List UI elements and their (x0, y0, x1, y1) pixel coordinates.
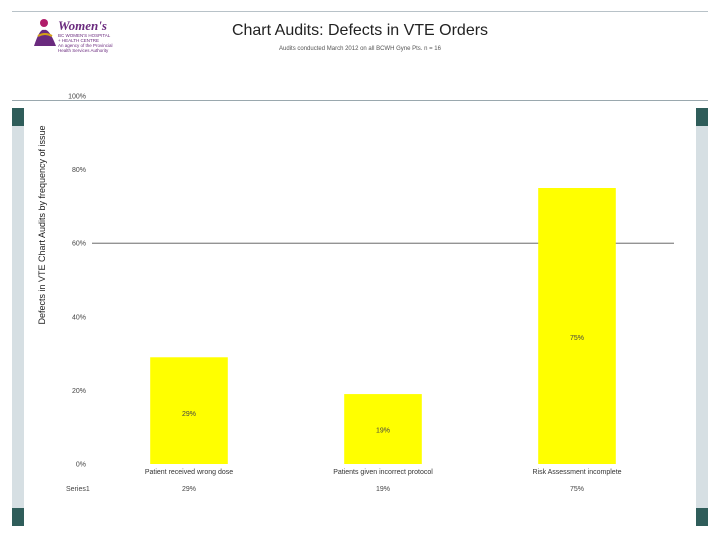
logo-subtitle-line: + HEALTH CENTRE (58, 38, 100, 43)
left-frame-strip (12, 108, 24, 526)
y-tick-label: 80% (72, 167, 86, 174)
bar (344, 394, 422, 464)
y-tick-label: 40% (72, 314, 86, 321)
frame-top-line (12, 11, 708, 12)
y-tick-label: 20% (72, 388, 86, 395)
right-frame-strip (696, 108, 708, 526)
series-row-value: 19% (376, 486, 390, 493)
frame-divider (12, 100, 708, 101)
bar (150, 357, 228, 464)
series-row-value: 29% (182, 486, 196, 493)
category-label: Risk Assessment incomplete (532, 469, 621, 476)
data-label: 75% (570, 335, 584, 342)
logo-subtitle: BC WOMEN'S HOSPITAL + HEALTH CENTRE An a… (58, 33, 128, 53)
series-row-value: 75% (570, 486, 584, 493)
right-strip-cap-top (696, 108, 708, 126)
category-labels: Patient received wrong dose Patients give… (145, 469, 622, 476)
chart-title: Chart Audits: Defects in VTE Orders (231, 22, 489, 39)
womens-hospital-logo (30, 16, 120, 62)
data-label: 19% (376, 428, 390, 435)
y-tick-label: 100% (68, 94, 86, 101)
logo-figure-icon (34, 19, 56, 46)
data-label: 29% (182, 411, 196, 418)
y-tick-label: 0% (76, 462, 86, 469)
series-name: Series1 (66, 486, 90, 493)
category-label: Patients given incorrect protocol (333, 469, 433, 476)
category-label: Patient received wrong dose (145, 469, 233, 476)
logo-subtitle-line: An agency of the Provincial (58, 43, 113, 48)
left-strip-cap-bottom (12, 508, 24, 526)
chart-subtitle: Audits conducted March 2012 on all BCWH … (279, 46, 441, 52)
series-data-row: 29% 19% 75% Series1 (66, 486, 584, 493)
logo-subtitle-line: Health Services Authority (58, 48, 109, 53)
right-strip-cap-bottom (696, 508, 708, 526)
y-axis-title: Defects in VTE Chart Audits by frequency… (37, 125, 47, 324)
left-strip-cap-top (12, 108, 24, 126)
bars: 29% 19% 75% (150, 188, 616, 464)
logo-subtitle-line: BC WOMEN'S HOSPITAL (58, 33, 111, 38)
logo-name: Women's (58, 18, 107, 33)
y-axis-ticks: 0% 20% 40% 60% 80% 100% (68, 94, 86, 469)
bar (538, 188, 616, 464)
y-tick-label: 60% (72, 241, 86, 248)
